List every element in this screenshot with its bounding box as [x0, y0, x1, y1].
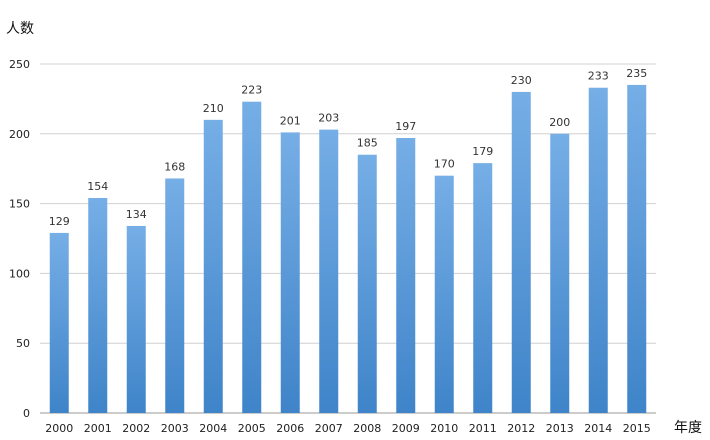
bar-2009 [396, 137, 416, 413]
bar-2007 [319, 129, 339, 413]
x-tick-label-2005: 2005 [238, 422, 266, 435]
data-label-2012: 230 [511, 74, 532, 87]
bar-2008 [357, 154, 377, 414]
x-tick-label-2004: 2004 [199, 422, 227, 435]
data-label-2004: 210 [203, 102, 224, 115]
bar-2010 [434, 175, 454, 413]
data-label-2001: 154 [87, 180, 108, 193]
bar-2000 [49, 232, 69, 413]
bar-2013 [550, 133, 570, 414]
bar-2006 [280, 132, 300, 414]
y-tick-labels: 0 50 100 150 200 250 [9, 58, 30, 420]
bar-2011 [473, 163, 493, 413]
y-tick-label: 0 [23, 407, 30, 420]
data-label-2009: 197 [395, 120, 416, 133]
data-label-2011: 179 [472, 145, 493, 158]
x-tick-label-2015: 2015 [623, 422, 651, 435]
x-tick-label-2000: 2000 [45, 422, 73, 435]
y-tick-label: 250 [9, 58, 30, 71]
data-label-2000: 129 [49, 215, 70, 228]
bar-2015 [627, 84, 647, 413]
x-tick-label-2014: 2014 [584, 422, 612, 435]
x-axis-title: 年度 [674, 420, 702, 436]
bar-2005 [242, 101, 262, 413]
x-tick-label-2011: 2011 [469, 422, 497, 435]
data-label-2010: 170 [434, 158, 455, 171]
x-tick-label-2009: 2009 [392, 422, 420, 435]
y-tick-label: 200 [9, 128, 30, 141]
data-label-2002: 134 [126, 208, 147, 221]
data-label-2006: 201 [280, 114, 301, 127]
x-tick-label-2012: 2012 [507, 422, 535, 435]
data-label-2007: 203 [318, 112, 339, 125]
bar-2012 [511, 91, 531, 414]
bar-2003 [165, 178, 185, 413]
y-tick-label: 150 [9, 198, 30, 211]
bars [49, 84, 647, 414]
x-tick-label-2002: 2002 [122, 422, 150, 435]
x-tick-label-2006: 2006 [276, 422, 304, 435]
y-axis-title: 人数 [6, 21, 34, 37]
data-label-2013: 200 [549, 116, 570, 129]
data-label-2015: 235 [626, 67, 647, 80]
data-label-2003: 168 [164, 160, 185, 173]
x-tick-label-2007: 2007 [315, 422, 343, 435]
bar-2014 [588, 87, 608, 414]
data-label-2005: 223 [241, 84, 262, 97]
x-tick-labels: 2000 2001 2002 2003 2004 2005 2006 2007 2008 2009… [45, 422, 651, 435]
bar-2002 [126, 225, 146, 413]
data-label-2008: 185 [357, 137, 378, 150]
x-tick-label-2008: 2008 [353, 422, 381, 435]
x-tick-label-2010: 2010 [430, 422, 458, 435]
x-tick-label-2003: 2003 [161, 422, 189, 435]
data-label-2014: 233 [588, 70, 609, 83]
data-labels: 129 154 134 168 210 223 201 203 185 197 170 179 230 2… [49, 67, 648, 228]
bar-2001 [88, 198, 108, 413]
x-tick-label-2013: 2013 [546, 422, 574, 435]
y-tick-label: 50 [16, 337, 30, 350]
y-tick-label: 100 [9, 267, 30, 280]
x-tick-label-2001: 2001 [84, 422, 112, 435]
bar-2004 [203, 119, 223, 413]
